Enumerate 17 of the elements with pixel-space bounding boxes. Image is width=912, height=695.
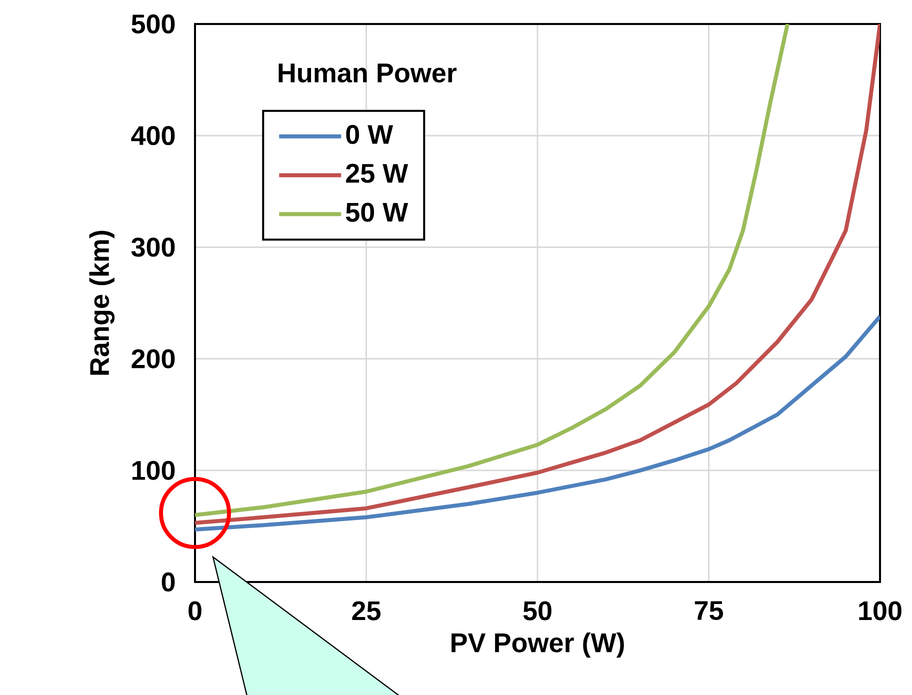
legend-label: 50 W — [346, 202, 408, 222]
legend-label: 25 W — [346, 164, 408, 183]
x-tick-label: 75 — [694, 601, 724, 620]
x-tick-label: 0 — [188, 601, 202, 620]
y-tick-label: 500 — [132, 14, 175, 34]
x-tick-label: 100 — [859, 601, 902, 620]
y-tick-label: 200 — [132, 349, 175, 368]
legend-label: 0 W — [346, 124, 394, 144]
y-axis-title: Range (km) — [89, 230, 115, 375]
y-tick-label: 300 — [131, 238, 175, 257]
x-tick-label: 50 — [523, 601, 552, 620]
x-tick-label: 25 — [352, 601, 381, 620]
y-tick-label: 100 — [132, 460, 175, 480]
y-tick-label: 0 — [162, 572, 175, 592]
y-tick-label: 400 — [131, 126, 175, 146]
legend-title: Human Power — [278, 64, 457, 83]
x-axis-title: PV Power (W) — [452, 632, 624, 658]
